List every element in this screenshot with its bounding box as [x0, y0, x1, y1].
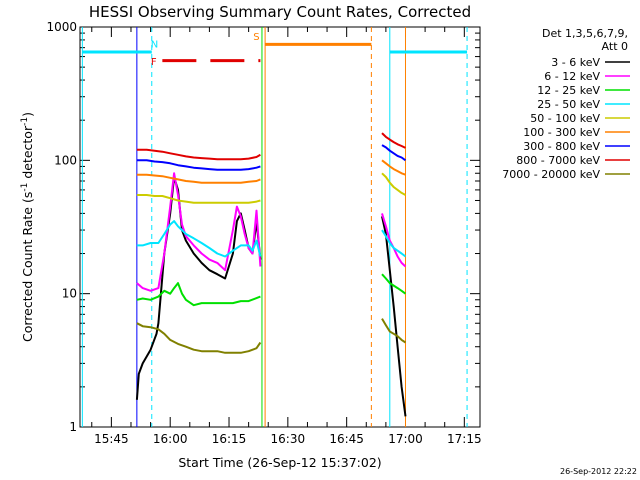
series-line [381, 318, 407, 344]
y-axis-label-main: Corrected Count Rate (s [20, 192, 35, 342]
chart-title: HESSI Observing Summary Count Rates, Cor… [89, 3, 471, 21]
legend-header-line1: Det 1,3,5,6,7,9, [542, 27, 628, 40]
series-line [381, 273, 407, 295]
flag-label: F [151, 57, 157, 68]
y-tick-label: 100 [54, 153, 77, 167]
plot-area: 1 10 100 1000 15:45 16:00 16:15 16:30 16:45 17:00… [46, 20, 481, 446]
svg-text:Corrected Count Rate (s-1 dete: Corrected Count Rate (s-1 detector-1) [20, 112, 35, 342]
y-tick-label: 10 [62, 287, 77, 301]
series-line [381, 144, 407, 162]
series-line [136, 194, 261, 204]
footer-timestamp: 26-Sep-2012 22:22 [560, 467, 637, 476]
series-line [136, 159, 261, 171]
series-line [381, 216, 407, 417]
legend-entry-label: 7000 - 20000 keV [502, 168, 600, 181]
series-line [381, 132, 406, 149]
series-line [136, 148, 261, 161]
series-line [136, 172, 262, 292]
legend-header-line2: Att 0 [602, 40, 628, 53]
y-axis-label: Corrected Count Rate (s-1 detector-1) [20, 112, 35, 342]
y-axis-label-sup2: -1 [20, 117, 30, 126]
x-tick-label: 16:15 [212, 432, 247, 446]
series-line [136, 220, 262, 258]
legend-entry-label: 25 - 50 keV [537, 98, 600, 111]
series-line [381, 229, 407, 258]
series-line [381, 213, 407, 268]
series-line [381, 172, 406, 196]
y-axis-label-end: ) [20, 112, 35, 117]
x-tick-label: 16:00 [153, 432, 188, 446]
legend-entry-label: 100 - 300 keV [523, 126, 600, 139]
flag-label: N [151, 40, 158, 51]
x-axis-label: Start Time (26-Sep-12 15:37:02) [178, 455, 381, 470]
legend-entry-label: 300 - 800 keV [523, 140, 600, 153]
x-tick-label: 15:45 [94, 432, 129, 446]
y-axis-label-sup1: -1 [20, 183, 30, 192]
legend-entry-label: 6 - 12 keV [544, 70, 600, 83]
legend-entry-label: 800 - 7000 keV [516, 154, 600, 167]
y-tick-label: 1000 [46, 20, 77, 34]
flag-label: S [253, 32, 259, 43]
series-line [136, 173, 261, 184]
x-tick-label: 16:30 [271, 432, 306, 446]
x-tick-label: 17:15 [447, 432, 482, 446]
y-axis-label-mid: detector [20, 125, 35, 183]
series-line [381, 159, 406, 176]
legend-entry-label: 50 - 100 keV [530, 112, 600, 125]
series-line [136, 322, 262, 354]
x-tick-label: 16:45 [329, 432, 364, 446]
legend-entry-label: 12 - 25 keV [537, 84, 600, 97]
x-tick-label: 17:00 [388, 432, 423, 446]
series-line [136, 282, 261, 307]
y-tick-label: 1 [69, 420, 77, 434]
legend-entry-label: 3 - 6 keV [551, 56, 600, 69]
plot-frame [79, 26, 481, 428]
